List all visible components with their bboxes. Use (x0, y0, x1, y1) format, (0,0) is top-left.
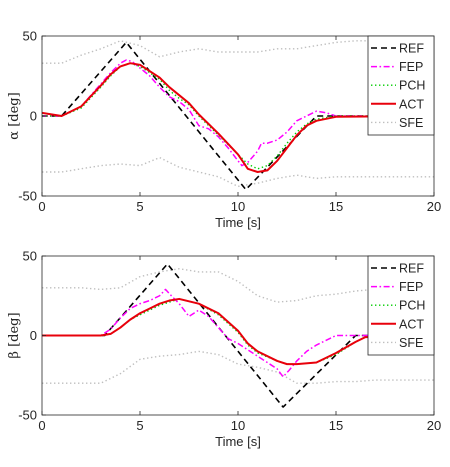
legend-label-pch: PCH (399, 79, 425, 93)
series-ref-line (42, 41, 434, 191)
series-fep-line (42, 59, 434, 167)
y-tick-label: -50 (18, 189, 37, 204)
y-tick-label: 50 (23, 249, 37, 264)
series-group (42, 263, 434, 408)
legend-label-ref: REF (399, 42, 424, 56)
series-sfe-lower-bound-line (42, 350, 434, 384)
x-tick-label: 5 (136, 199, 143, 214)
legend-label-fep: FEP (399, 280, 423, 294)
x-tick-label: 20 (427, 199, 441, 214)
series-group (42, 36, 434, 191)
legend: REF FEP PCH ACT SFE (367, 255, 435, 356)
legend-label-act: ACT (399, 317, 424, 331)
legend-label-sfe: SFE (399, 116, 423, 130)
y-tick-label: -50 (18, 408, 37, 423)
y-axis-label: β [deg] (7, 312, 22, 358)
series-act-line (42, 62, 434, 173)
x-axis-label: Time [s] (215, 434, 261, 449)
series-pch-line (42, 62, 434, 170)
y-axis-label: α [deg] (7, 92, 22, 139)
legend-label-pch: PCH (399, 299, 425, 313)
series-act-line (42, 297, 434, 366)
legend: REF FEP PCH ACT SFE (367, 35, 435, 136)
x-tick-label: 15 (329, 418, 343, 433)
x-tick-label: 5 (136, 418, 143, 433)
series-fep-line (42, 288, 434, 378)
y-tick-label: 50 (23, 29, 37, 44)
x-tick-label: 20 (427, 418, 441, 433)
x-tick-label: 0 (38, 199, 45, 214)
x-tick-label: 10 (231, 199, 245, 214)
x-tick-label: 15 (329, 199, 343, 214)
x-tick-label: 0 (38, 418, 45, 433)
y-tick-label: 0 (30, 328, 37, 343)
x-tick-label: 10 (231, 418, 245, 433)
legend-label-sfe: SFE (399, 336, 423, 350)
y-tick-label: 0 (30, 109, 37, 124)
x-axis-label: Time [s] (215, 215, 261, 230)
legend-label-act: ACT (399, 97, 424, 111)
legend-label-fep: FEP (399, 60, 423, 74)
legend-label-ref: REF (399, 262, 424, 276)
